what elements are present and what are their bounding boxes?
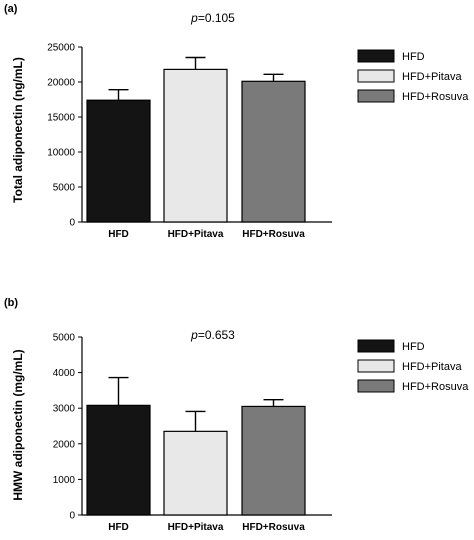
y-tick-label: 10000: [47, 148, 75, 159]
y-tick-label: 25000: [47, 43, 75, 54]
legend-swatch: [357, 69, 395, 83]
y-tick-label: 20000: [47, 78, 75, 89]
p-value-text: =0.653: [198, 328, 235, 342]
y-tick-label: 0: [69, 511, 75, 522]
chart-panel-a: (a) p=0.105 Total adiponectin (ng/mL) 0 5000…: [4, 3, 469, 240]
category-label: HFD+Pitava: [168, 522, 224, 533]
bar: [163, 430, 228, 516]
category-label: HFD+Rosuva: [242, 229, 305, 240]
legend-entry: HFD: [402, 341, 425, 353]
panel-label: (b): [4, 297, 18, 309]
category-label: HFD: [108, 229, 129, 240]
category-label: HFD: [108, 522, 129, 533]
y-tick-label: 15000: [47, 113, 75, 124]
legend-entry: HFD: [402, 51, 425, 63]
category-label: HFD+Rosuva: [242, 522, 305, 533]
y-tick-label: 3000: [53, 404, 76, 415]
panel-label: (a): [4, 3, 18, 15]
y-tick-label: 2000: [53, 439, 76, 450]
legend-swatch: [357, 379, 395, 393]
p-value-symbol: p: [190, 11, 198, 25]
p-value-symbol: p: [190, 328, 198, 342]
y-tick-label: 4000: [53, 368, 76, 379]
y-tick-label: 5000: [53, 183, 76, 194]
legend-swatch: [357, 89, 395, 103]
bar: [241, 405, 306, 516]
category-label: HFD+Pitava: [168, 229, 224, 240]
legend-entry: HFD+Pitava: [402, 71, 462, 83]
legend-entry: HFD+Pitava: [402, 361, 462, 373]
bar: [163, 68, 228, 223]
legend-swatch: [357, 339, 395, 353]
legend-swatch: [357, 359, 395, 373]
p-value-annotation: p=0.105: [190, 11, 235, 25]
p-value-text: =0.105: [198, 11, 235, 25]
y-tick-label: 5000: [53, 333, 76, 344]
p-value-annotation: p=0.653: [190, 328, 235, 342]
legend-entry: HFD+Rosuva: [402, 381, 469, 393]
y-axis-label: Total adiponectin (ng/mL): [11, 57, 25, 203]
legend-swatch: [357, 49, 395, 63]
legend-entry: HFD+Rosuva: [402, 91, 469, 103]
y-tick-label: 0: [69, 218, 75, 229]
bar: [241, 80, 306, 223]
bar: [86, 404, 151, 516]
bar: [86, 99, 151, 223]
y-axis-label: HMW adiponectin (mg/mL): [11, 349, 25, 500]
y-tick-label: 1000: [53, 475, 76, 486]
chart-panel-b: (b) p=0.653 HMW adiponectin (mg/mL) 0 1000 20…: [4, 297, 469, 533]
